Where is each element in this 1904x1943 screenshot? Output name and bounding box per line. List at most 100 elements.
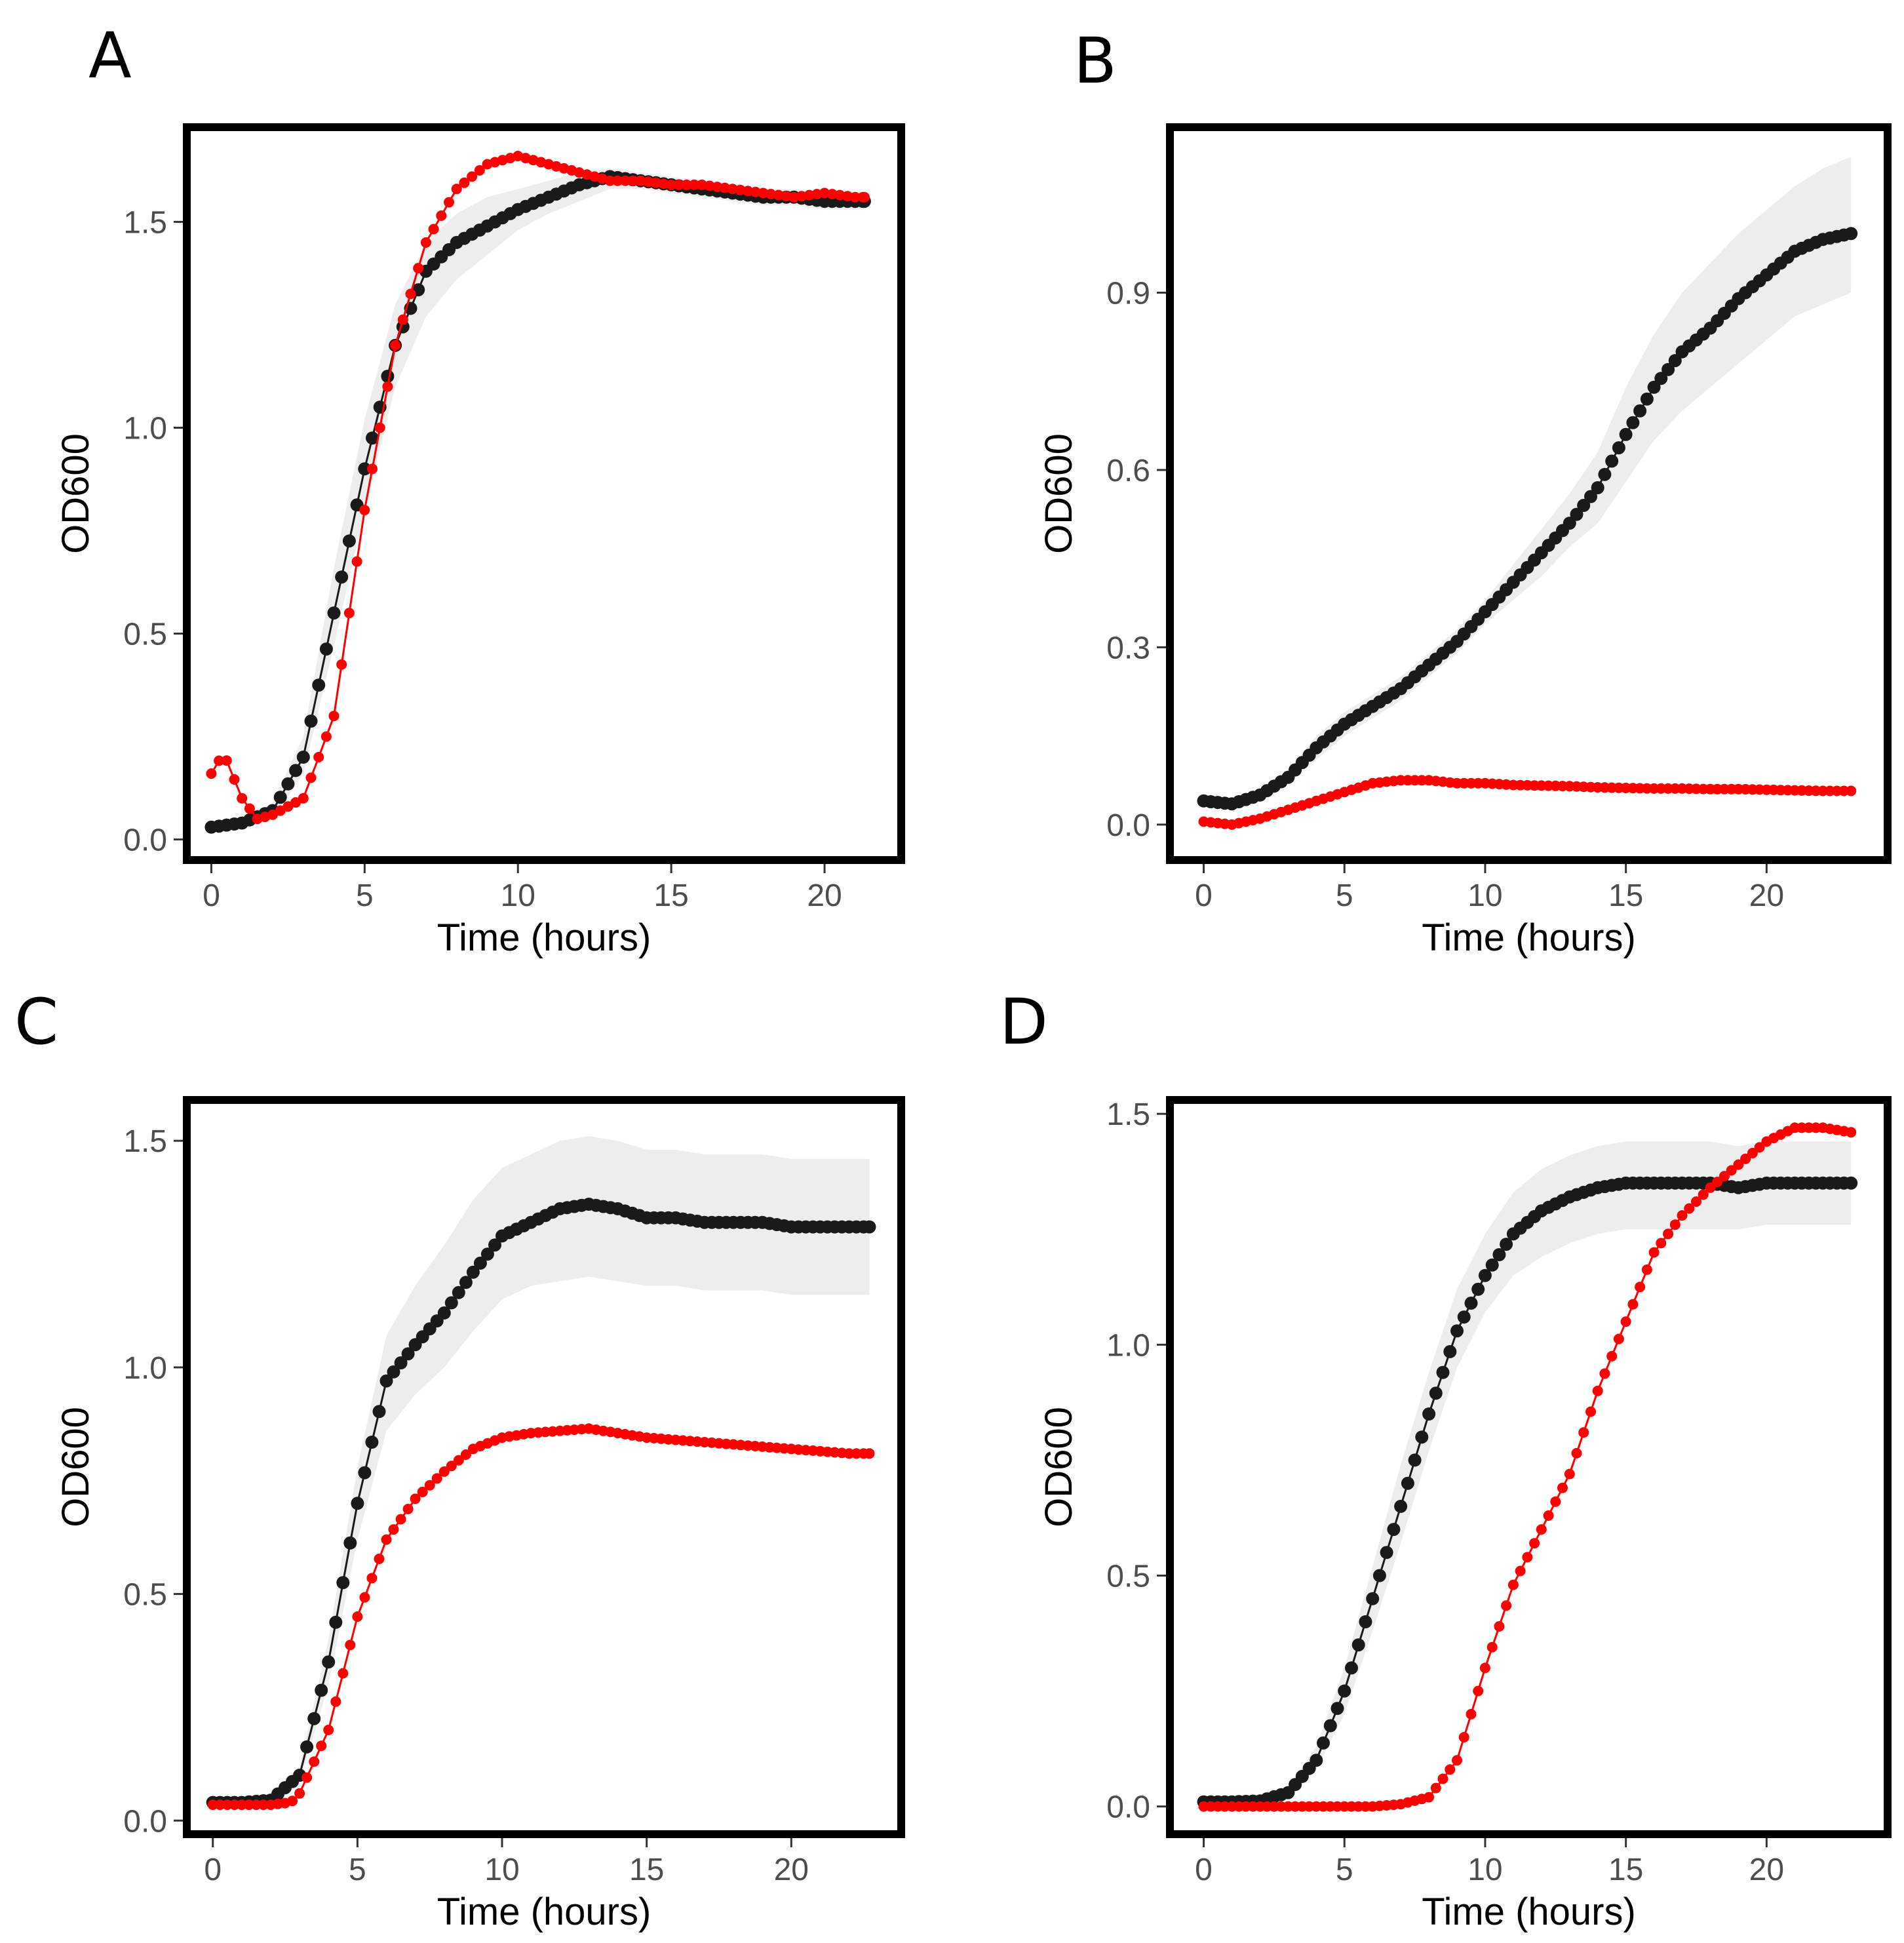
y-axis-title: OD600 bbox=[1038, 433, 1080, 554]
data-point bbox=[428, 224, 439, 235]
data-point bbox=[1550, 1496, 1561, 1507]
data-point bbox=[1640, 392, 1654, 406]
data-point bbox=[1647, 380, 1661, 394]
data-point bbox=[229, 774, 240, 785]
data-point bbox=[1669, 1219, 1681, 1230]
data-point bbox=[459, 177, 470, 188]
data-point bbox=[452, 1286, 465, 1299]
data-point bbox=[819, 187, 830, 199]
data-point bbox=[275, 805, 286, 816]
data-point bbox=[1515, 1565, 1526, 1577]
data-point bbox=[237, 793, 248, 804]
data-point bbox=[1401, 1476, 1414, 1490]
data-point bbox=[1387, 1523, 1401, 1537]
data-point bbox=[480, 1247, 494, 1261]
y-tick-label: 1.0 bbox=[123, 412, 167, 446]
data-point bbox=[796, 191, 807, 202]
data-point bbox=[1726, 1165, 1737, 1176]
data-point bbox=[387, 1365, 400, 1379]
x-tick-label: 15 bbox=[1608, 878, 1643, 913]
data-point bbox=[1471, 1282, 1485, 1296]
data-point bbox=[359, 1592, 370, 1603]
data-point bbox=[214, 1799, 225, 1811]
data-point bbox=[446, 1461, 457, 1472]
data-point bbox=[328, 711, 340, 722]
data-point bbox=[1372, 1569, 1386, 1582]
data-point bbox=[1619, 427, 1633, 441]
data-point bbox=[1733, 1159, 1744, 1170]
data-point bbox=[343, 1536, 357, 1550]
data-point bbox=[488, 1238, 501, 1252]
data-point bbox=[1479, 1662, 1490, 1674]
data-point bbox=[1415, 1430, 1429, 1444]
y-tick-label: 1.5 bbox=[123, 205, 167, 240]
data-point bbox=[336, 1576, 350, 1590]
data-point bbox=[773, 189, 784, 201]
data-point bbox=[338, 1668, 349, 1679]
data-point bbox=[319, 642, 333, 656]
data-point bbox=[1754, 1142, 1765, 1153]
y-tick-label: 0.5 bbox=[123, 1578, 167, 1613]
data-point bbox=[1492, 1248, 1506, 1261]
data-point bbox=[1698, 1189, 1709, 1200]
data-point bbox=[1473, 1685, 1484, 1697]
panel-frame-C bbox=[183, 1096, 905, 1838]
data-point bbox=[366, 431, 379, 445]
data-point bbox=[307, 1712, 321, 1725]
plot-D: 0 5 10 15 20 0.0 0.5 1.0 1.5 Time (hours) OD600 bbox=[1038, 1096, 1892, 1933]
x-axis-title: Time (hours) bbox=[437, 1891, 651, 1933]
data-point bbox=[1598, 467, 1612, 481]
data-point bbox=[1380, 1546, 1393, 1560]
plot-area-C bbox=[206, 1136, 876, 1811]
x-tick-label: 0 bbox=[1195, 1853, 1213, 1887]
data-point bbox=[1501, 1600, 1512, 1611]
panel-D: D 0 5 10 15 20 0.0 0.5 1.0 1.5 Time (hours) OD600 bbox=[1000, 985, 1892, 1933]
series-markers-red-D bbox=[1198, 1122, 1857, 1812]
data-point bbox=[1612, 441, 1625, 455]
data-point bbox=[804, 189, 815, 201]
x-tick-label: 5 bbox=[1336, 878, 1353, 913]
data-point bbox=[1844, 1176, 1858, 1190]
data-point bbox=[1437, 1773, 1448, 1784]
data-point bbox=[1677, 1210, 1688, 1221]
data-point bbox=[327, 606, 341, 620]
data-point bbox=[281, 777, 295, 791]
data-point bbox=[258, 1799, 269, 1811]
data-point bbox=[358, 1466, 372, 1480]
x-tick-label: 20 bbox=[774, 1853, 809, 1887]
x-tick-label: 20 bbox=[1749, 1853, 1784, 1887]
data-point bbox=[390, 340, 401, 351]
x-tick-label: 5 bbox=[356, 878, 374, 913]
ribbon-black-B bbox=[1203, 157, 1852, 807]
data-point bbox=[474, 165, 485, 176]
data-point bbox=[1366, 1592, 1380, 1605]
data-point bbox=[424, 1480, 435, 1491]
data-point bbox=[1577, 499, 1591, 512]
data-point bbox=[758, 187, 769, 199]
x-axis-title: Time (hours) bbox=[1422, 916, 1636, 959]
data-point bbox=[282, 801, 294, 812]
y-tick-label: 0.0 bbox=[1106, 808, 1150, 843]
data-point bbox=[604, 175, 615, 186]
data-point bbox=[351, 556, 362, 567]
data-point bbox=[1668, 354, 1682, 368]
data-point bbox=[1564, 1468, 1575, 1480]
data-point bbox=[466, 1265, 480, 1279]
data-point bbox=[1606, 1350, 1618, 1362]
panel-B: B 0 5 10 15 20 0.0 0.3 0.6 0.9 Time (hours) OD600 bbox=[1038, 24, 1892, 959]
data-point bbox=[444, 197, 454, 208]
data-point bbox=[1445, 1764, 1456, 1775]
x-tick-label: 0 bbox=[1195, 878, 1213, 913]
data-point bbox=[1536, 1524, 1547, 1535]
x-tick-label: 5 bbox=[1336, 1853, 1353, 1887]
data-point bbox=[1584, 490, 1597, 503]
data-point bbox=[305, 772, 317, 783]
panel-letter-B: B bbox=[1074, 24, 1117, 98]
data-point bbox=[658, 178, 669, 189]
y-tick-label: 1.5 bbox=[123, 1124, 167, 1159]
x-tick-label: 10 bbox=[1467, 878, 1502, 913]
y-tick-label: 0.5 bbox=[123, 618, 167, 652]
data-point bbox=[312, 678, 326, 692]
data-point bbox=[397, 314, 408, 325]
data-point bbox=[1317, 1736, 1330, 1750]
